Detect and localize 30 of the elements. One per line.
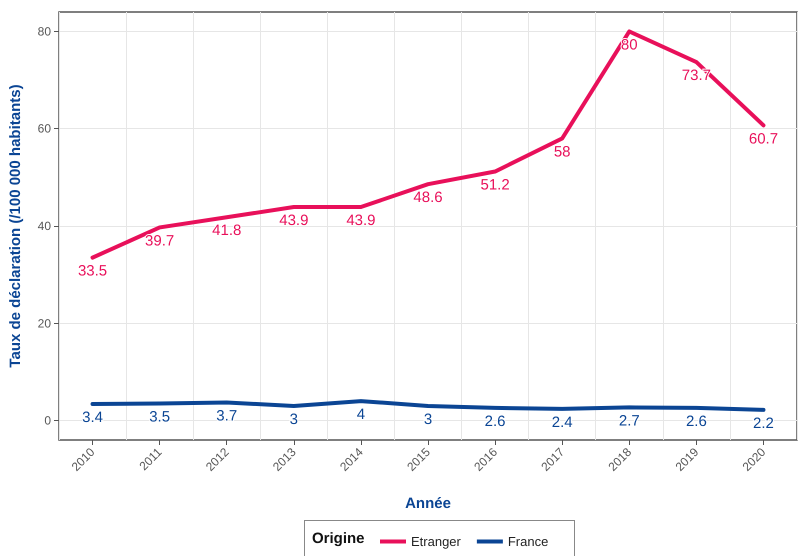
data-label: 48.6 <box>413 189 443 206</box>
data-label: 39.7 <box>145 232 174 250</box>
data-label: 3 <box>424 410 432 428</box>
y-tick-label: 40 <box>38 219 52 233</box>
legend-title: Origine <box>312 530 365 547</box>
data-label: 43.9 <box>346 212 376 230</box>
data-label: 2.2 <box>753 414 774 432</box>
data-label: 4 <box>356 406 366 424</box>
data-label: 33.5 <box>78 262 108 280</box>
data-label: 60.7 <box>748 130 778 148</box>
data-label: 3 <box>290 410 298 428</box>
data-label: 2.6 <box>686 412 707 430</box>
y-tick-label: 80 <box>38 24 52 38</box>
y-tick-label: 0 <box>44 414 52 428</box>
data-label: 58 <box>554 143 571 160</box>
data-label: 43.9 <box>279 212 308 230</box>
data-label: 51.2 <box>480 176 510 194</box>
legend-label: Etranger <box>411 534 462 549</box>
data-label: 2.6 <box>484 412 506 430</box>
data-label: 2.4 <box>552 414 573 431</box>
data-label: 3.4 <box>82 409 103 426</box>
x-axis-title: Année <box>405 495 451 512</box>
legend-label: France <box>508 534 548 549</box>
y-tick-label: 60 <box>38 122 52 136</box>
data-label: 41.8 <box>212 222 242 240</box>
y-tick-label: 20 <box>38 316 52 330</box>
data-label: 3.5 <box>149 408 170 426</box>
data-label: 2.7 <box>618 412 640 430</box>
data-label: 3.7 <box>216 408 238 425</box>
y-axis-title: Taux de déclaration (/100 000 habitants) <box>7 84 24 368</box>
